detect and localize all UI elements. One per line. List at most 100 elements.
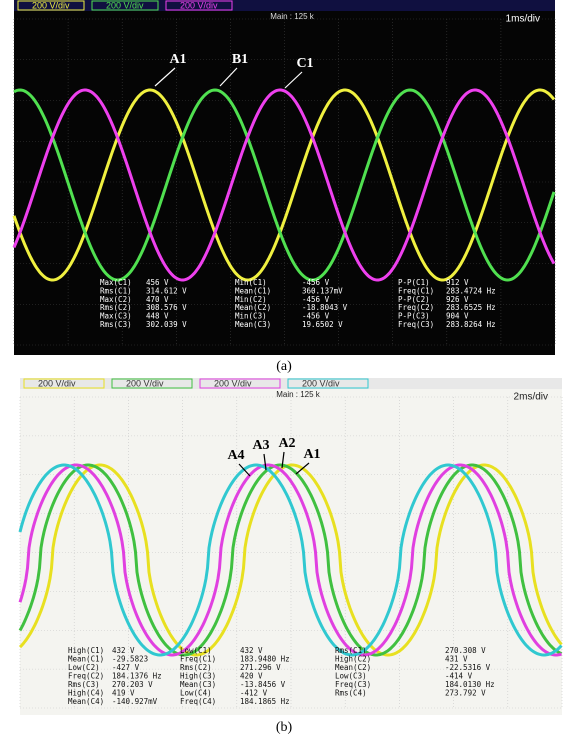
measure-value: 19.6502 V (302, 320, 343, 329)
channel-scale: 200 V/div (214, 378, 252, 388)
phase-label: A3 (252, 438, 269, 453)
measure-value: 283.6525 Hz (446, 303, 496, 312)
measure-value: 271.296 V (240, 663, 281, 672)
measure-name: Mean(C2) (335, 663, 371, 672)
measure-value: 912 V (446, 278, 469, 287)
measure-name: Rms(C1) (335, 646, 367, 655)
measure-value: 904 V (446, 312, 469, 321)
channel-scale: 200 V/div (106, 0, 144, 10)
measure-value: 283.8264 Hz (446, 320, 496, 329)
phase-label: C1 (296, 56, 313, 71)
channel-chip (23, 378, 105, 389)
measure-value: 273.792 V (445, 689, 486, 698)
caption: (a) (276, 359, 292, 374)
measure-name: Mean(C4) (68, 697, 104, 706)
measure-name: Min(C3) (235, 312, 267, 321)
measure-value: 456 V (146, 278, 169, 287)
measure-value: -29.5823 (112, 655, 148, 664)
waveform (18, 463, 563, 657)
measure-value: 360.137mV (302, 286, 343, 295)
measure-value: -18.8043 V (302, 303, 348, 312)
channel-chip (199, 378, 281, 389)
measure-value: 184.1376 Hz (112, 672, 162, 681)
arrow (238, 463, 251, 477)
measure-name: Max(C1) (100, 278, 132, 287)
measure-name: Rms(C1) (100, 286, 132, 295)
measure-name: Low(C4) (180, 689, 212, 698)
measure-name: Mean(C1) (235, 286, 271, 295)
channel-scale: 200 V/div (32, 0, 70, 10)
measure-name: Min(C1) (235, 278, 267, 287)
measure-value: -412 V (240, 689, 268, 698)
timebase: 2ms/div (514, 392, 548, 403)
measure-name: Rms(C4) (335, 689, 367, 698)
measure-value: 926 V (446, 295, 469, 304)
measure-value: 270.203 V (112, 680, 153, 689)
measure-value: -13.8456 V (240, 680, 286, 689)
measure-value: 448 V (146, 312, 169, 321)
measure-value: 420 V (240, 672, 263, 681)
arrow (154, 67, 176, 87)
measure-name: Mean(C3) (235, 320, 271, 329)
measure-value: 431 V (445, 655, 468, 664)
waveform (12, 88, 556, 282)
caption: (b) (276, 720, 293, 735)
phase-label: A4 (227, 448, 244, 463)
measure-value: 432 V (240, 646, 263, 655)
measure-name: High(C3) (180, 672, 216, 681)
waveform (13, 88, 556, 282)
phase-label: A2 (278, 436, 295, 451)
measure-value: -140.927mV (112, 697, 158, 706)
main-label: Main : 125 k (276, 390, 321, 399)
phase-label: B1 (232, 52, 248, 67)
measure-name: Rms(C2) (100, 303, 132, 312)
arrow (219, 67, 238, 87)
measure-name: High(C1) (68, 646, 104, 655)
measure-name: Mean(C3) (180, 680, 216, 689)
waveform (18, 463, 562, 657)
scope-b-topbar (20, 378, 562, 389)
measure-name: Mean(C1) (68, 655, 104, 664)
measure-name: Max(C3) (100, 312, 132, 321)
measure-name: P-P(C1) (398, 278, 430, 287)
measure-name: P-P(C3) (398, 312, 430, 321)
phase-label: A1 (169, 52, 186, 67)
measure-name: High(C2) (335, 655, 371, 664)
measure-name: Freq(C2) (68, 672, 104, 681)
waveform (18, 463, 563, 657)
waveform (12, 88, 556, 282)
measure-value: 314.612 V (146, 286, 187, 295)
arrow (281, 451, 285, 469)
measure-name: Rms(C3) (100, 320, 132, 329)
measure-name: Freq(C3) (335, 680, 371, 689)
measure-name: Freq(C4) (180, 697, 216, 706)
measure-name: Min(C2) (235, 295, 267, 304)
arrow (263, 453, 267, 471)
channel-chip (17, 0, 85, 11)
measure-value: -456 V (302, 278, 330, 287)
measure-name: P-P(C2) (398, 295, 430, 304)
measure-value: 183.9480 Hz (240, 655, 290, 664)
channel-scale: 200 V/div (180, 0, 218, 10)
channel-chip (165, 0, 233, 11)
measure-value: 302.039 V (146, 320, 187, 329)
measure-value: -456 V (302, 312, 330, 321)
arrow (295, 462, 310, 475)
channel-scale: 200 V/div (126, 378, 164, 388)
measure-value: 419 V (112, 689, 135, 698)
measure-name: Freq(C1) (398, 286, 434, 295)
channel-scale: 200 V/div (302, 378, 340, 388)
measure-name: Freq(C1) (180, 655, 216, 664)
measure-name: Rms(C2) (180, 663, 212, 672)
channel-scale: 200 V/div (38, 378, 76, 388)
measure-value: 283.4724 Hz (446, 286, 496, 295)
measure-value: 432 V (112, 646, 135, 655)
measure-name: Freq(C3) (398, 320, 434, 329)
measure-value: 184.0130 Hz (445, 680, 495, 689)
channel-chip (91, 0, 159, 11)
channel-chip (287, 378, 369, 389)
measure-name: Low(C2) (68, 663, 100, 672)
timebase: 1ms/div (506, 14, 540, 25)
measure-value: -22.5316 V (445, 663, 491, 672)
